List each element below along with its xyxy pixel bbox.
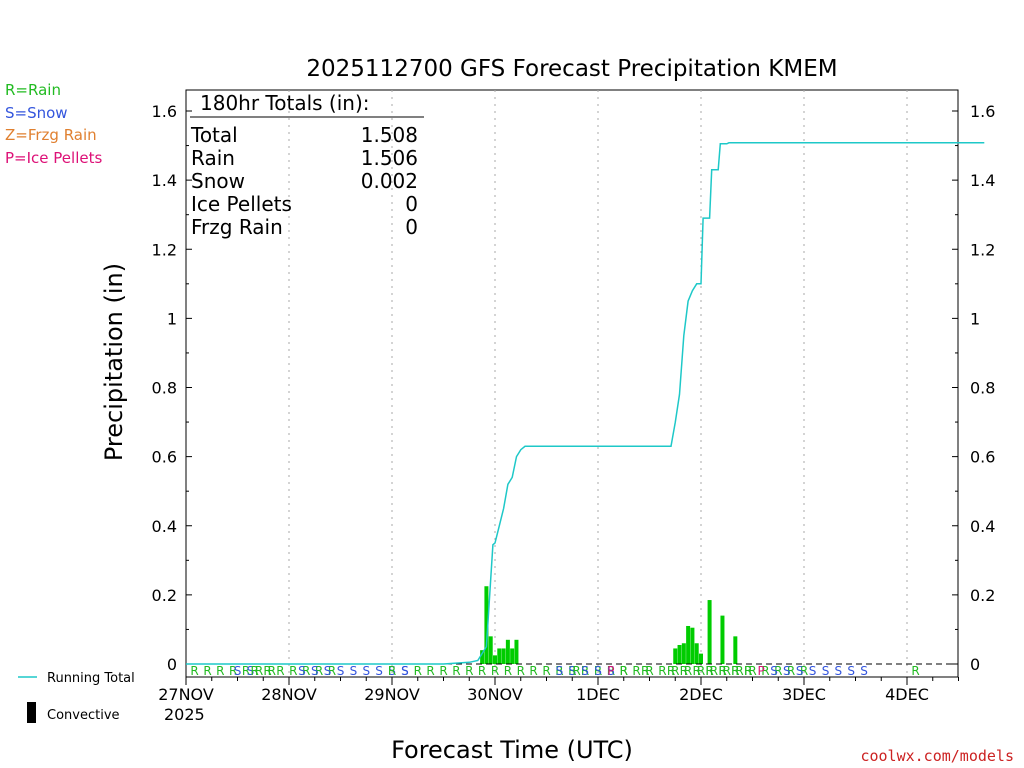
y-tick-label-left: 0.8: [152, 379, 177, 398]
source-credit: coolwx.com/models: [860, 747, 1014, 765]
precip-type-run: R: [641, 664, 649, 678]
x-axis-ticks: 27NOV 28NOV 29NOV 30NOV 1DEC 2DEC 3DEC 4DEC: [158, 677, 959, 704]
x-tick-label: 30NOV: [467, 685, 523, 704]
y-tick-label-left: 0.6: [152, 448, 177, 467]
convective-bars: [480, 586, 738, 664]
legend-rain: R=Rain: [5, 81, 61, 99]
running-total-series: [186, 142, 985, 665]
y-tick-label-left: 0: [167, 655, 177, 674]
convective-bar: [681, 643, 686, 664]
precip-type-run: SSSSSSSSS: [298, 664, 409, 678]
totals-value-ice-pellets: 0: [405, 192, 418, 216]
x-tick-label: 4DEC: [885, 685, 929, 704]
y-tick-label-right: 1.6: [970, 102, 995, 121]
legend-frzg-rain: Z=Frzg Rain: [5, 126, 97, 144]
totals-label-total: Total: [190, 123, 238, 147]
convective-bar: [501, 648, 506, 664]
legend-ice-pellets: P=Ice Pellets: [5, 149, 102, 167]
running-total-line: [186, 142, 985, 665]
y-tick-label-left: 1.4: [152, 171, 177, 190]
totals-value-frzg-rain: 0: [405, 215, 418, 239]
chart-title: 2025112700 GFS Forecast Precipitation KM…: [306, 56, 837, 82]
totals-label-snow: Snow: [191, 169, 245, 193]
y-axis-ticks: 0 00.2 0.20.4 0.40.6 0.60.8 0.81 11.2 1.21.4 1.4…: [152, 102, 996, 674]
series-legend: Running Total Convective: [18, 671, 135, 723]
convective-bar: [484, 586, 489, 664]
y-tick-label-right: 0.2: [970, 586, 995, 605]
convective-bar: [480, 650, 485, 664]
precip-type-legend: R=Rain S=Snow Z=Frzg Rain P=Ice Pellets: [5, 81, 102, 167]
convective-bar: [686, 625, 691, 664]
precip-type-run: R: [744, 664, 752, 678]
totals-box: 180hr Totals (in): Total 1.508 Rain 1.50…: [190, 91, 424, 239]
precip-type-run: R: [911, 664, 919, 678]
convective-bar: [514, 639, 519, 664]
y-tick-label-left: 1.6: [152, 102, 177, 121]
y-tick-label-right: 1: [970, 309, 980, 328]
convective-bar: [690, 627, 695, 664]
convective-bar: [694, 643, 699, 664]
y-tick-label-right: 0.6: [970, 448, 995, 467]
precip-type-run: P: [757, 664, 764, 678]
x-tick-label: 27NOV: [158, 685, 214, 704]
totals-label-frzg-rain: Frzg Rain: [191, 215, 283, 239]
y-tick-label-right: 0.4: [970, 517, 995, 536]
precip-type-run: SSSSSSS: [770, 664, 855, 678]
totals-value-total: 1.508: [361, 123, 418, 147]
totals-label-rain: Rain: [191, 146, 235, 170]
x-tick-label: 29NOV: [364, 685, 420, 704]
y-tick-label-right: 0: [970, 655, 980, 674]
y-tick-label-left: 0.4: [152, 517, 177, 536]
year-label: 2025: [164, 705, 205, 724]
precip-type-run: R: [620, 664, 628, 678]
precip-type-run: R: [388, 664, 396, 678]
y-tick-label-right: 1.4: [970, 171, 995, 190]
convective-bar: [720, 615, 725, 664]
legend-convective: Convective: [47, 708, 120, 723]
y-tick-label-left: 1.2: [152, 240, 177, 259]
convective-bar: [497, 648, 502, 664]
convective-bar: [505, 639, 510, 664]
convective-bar: [707, 600, 712, 664]
convective-bar: [733, 636, 738, 664]
convective-bar: [699, 653, 703, 664]
convective-bar: [510, 648, 515, 664]
x-tick-label: 2DEC: [679, 685, 723, 704]
convective-bar: [488, 636, 493, 664]
totals-value-rain: 1.506: [361, 146, 418, 170]
precip-type-run: R: [731, 664, 739, 678]
totals-value-snow: 0.002: [361, 169, 418, 193]
totals-label-ice-pellets: Ice Pellets: [191, 192, 292, 216]
x-tick-label: 1DEC: [576, 685, 620, 704]
x-axis-label: Forecast Time (UTC): [391, 736, 633, 764]
x-tick-label: 3DEC: [782, 685, 826, 704]
y-tick-label-right: 0.8: [970, 379, 995, 398]
precip-type-run: R: [572, 664, 580, 678]
legend-convective-swatch: [27, 702, 36, 723]
y-tick-label-right: 1.2: [970, 240, 995, 259]
precip-type-run: R: [705, 664, 713, 678]
convective-bar: [673, 648, 678, 664]
legend-running-total: Running Total: [47, 671, 135, 686]
x-tick-label: 28NOV: [261, 685, 317, 704]
y-axis-label: Precipitation (in): [100, 263, 128, 461]
convective-bar: [493, 655, 497, 664]
precip-type-run: S: [401, 664, 409, 678]
precip-type-run: S: [860, 664, 868, 678]
precip-type-run: P: [607, 664, 614, 678]
plot-frame: [185, 89, 959, 678]
totals-header: 180hr Totals (in):: [200, 91, 370, 115]
y-tick-label-left: 1: [167, 309, 177, 328]
legend-snow: S=Snow: [5, 104, 68, 122]
y-tick-label-left: 0.2: [152, 586, 177, 605]
precip-type-run: R: [718, 664, 726, 678]
convective-bar: [677, 644, 682, 664]
